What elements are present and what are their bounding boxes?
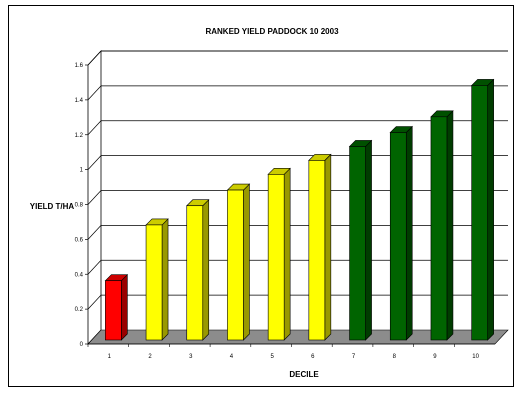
bar-front bbox=[267, 174, 285, 341]
y-tick-label: 0.8 bbox=[75, 203, 84, 209]
x-ticks: 1 2 3 4 5 6 7 8 9 10 bbox=[87, 343, 495, 360]
gridline-diagonal bbox=[87, 225, 102, 240]
gridline-diagonal bbox=[87, 50, 102, 66]
x-tick-label: 7 bbox=[352, 354, 356, 360]
bar-side bbox=[405, 125, 413, 341]
bar-side bbox=[487, 78, 494, 341]
gridline-diagonal bbox=[87, 85, 102, 101]
bar-front bbox=[227, 189, 244, 341]
y-tick-label: 1.2 bbox=[75, 133, 84, 139]
x-tick-label: 6 bbox=[311, 354, 315, 360]
gridline-diagonal bbox=[87, 190, 102, 205]
y-tick-label: 1.4 bbox=[75, 98, 84, 104]
bar-front bbox=[349, 146, 366, 341]
y-ticks: 0 0.2 0.4 0.6 0.8 1 1.2 1.4 1.6 bbox=[75, 63, 88, 348]
x-tick-label: 1 bbox=[108, 354, 112, 360]
bar-side bbox=[121, 273, 128, 341]
bar-side bbox=[202, 199, 210, 341]
bar bbox=[348, 139, 373, 341]
x-tick-label: 2 bbox=[148, 354, 152, 360]
bar bbox=[430, 110, 454, 341]
x-axis-label: DECILE bbox=[289, 370, 319, 379]
y-tick-label: 0.4 bbox=[75, 272, 84, 278]
gridline-diagonal bbox=[87, 294, 102, 310]
y-axis-label: YIELD T/HA bbox=[30, 202, 75, 211]
bar bbox=[308, 153, 332, 341]
bar-front bbox=[186, 205, 204, 341]
bar-side bbox=[324, 153, 332, 341]
x-tick-label: 3 bbox=[189, 354, 193, 360]
bar-front bbox=[105, 280, 122, 341]
bar-front bbox=[308, 160, 326, 341]
x-tick-label: 4 bbox=[230, 354, 234, 360]
bar-front bbox=[430, 116, 448, 341]
gridline-diagonal bbox=[87, 155, 102, 170]
gridline-diagonal bbox=[87, 120, 102, 135]
x-tick-label: 10 bbox=[472, 354, 479, 360]
bar-side bbox=[243, 183, 250, 341]
bar-front bbox=[145, 224, 163, 341]
bars bbox=[104, 78, 495, 341]
y-tick-label: 0.6 bbox=[75, 237, 84, 243]
bar-side bbox=[283, 167, 291, 341]
bar bbox=[389, 125, 413, 341]
y-tick-label: 1 bbox=[80, 168, 84, 174]
chart-title: RANKED YIELD PADDOCK 10 2003 bbox=[205, 27, 339, 36]
y-tick-label: 1.6 bbox=[75, 63, 84, 69]
bar-side bbox=[365, 139, 372, 341]
bar-front bbox=[471, 85, 488, 341]
y-tick-label: 0 bbox=[80, 342, 84, 348]
x-tick-label: 8 bbox=[393, 354, 397, 360]
x-tick-label: 5 bbox=[270, 354, 274, 360]
gridline-diagonal bbox=[87, 260, 102, 275]
bar bbox=[267, 167, 291, 341]
bar bbox=[226, 183, 251, 341]
bar bbox=[186, 199, 210, 341]
x-tick-label: 9 bbox=[433, 354, 437, 360]
y-tick-label: 0.2 bbox=[75, 307, 84, 313]
bar bbox=[470, 78, 495, 341]
bar-side bbox=[446, 110, 454, 341]
bar bbox=[145, 218, 169, 341]
bar-side bbox=[161, 218, 169, 341]
bar-front bbox=[389, 132, 407, 341]
bar bbox=[104, 273, 129, 341]
